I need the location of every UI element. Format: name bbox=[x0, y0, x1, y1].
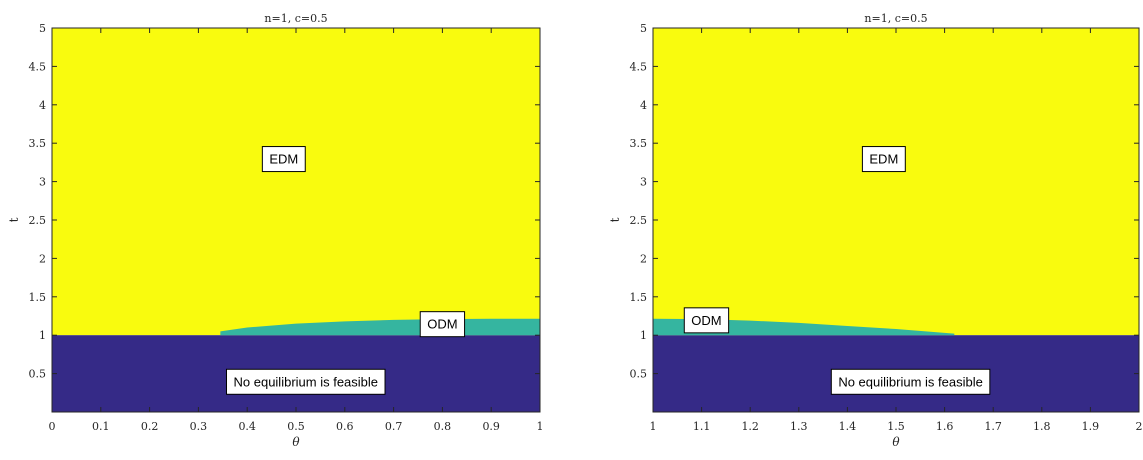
x-tick-label: 0.6 bbox=[336, 420, 354, 433]
x-tick-label: 1.4 bbox=[839, 420, 857, 433]
y-tick-label: 3.5 bbox=[630, 137, 648, 150]
annotation-odm: ODM bbox=[419, 311, 466, 338]
y-tick-label: 4.5 bbox=[630, 60, 648, 73]
x-tick-label: 0.2 bbox=[141, 420, 159, 433]
annotation-text: EDM bbox=[869, 152, 898, 167]
annotation-edm: EDM bbox=[861, 146, 906, 173]
y-tick-label: 3 bbox=[640, 176, 647, 189]
y-tick-label: 3.5 bbox=[29, 137, 47, 150]
y-tick-label: 2.5 bbox=[29, 214, 47, 227]
x-axis-label: θ bbox=[892, 435, 900, 449]
chart-panel-1: 0 0.1 0.2 0.3 0.4 0.5 0.6 0.7 0.8 0.9 1 0.5 1 1.5 2 2.5… bbox=[7, 12, 544, 449]
chart-title: n=1, c=0.5 bbox=[264, 12, 327, 25]
x-tick-label: 0.3 bbox=[190, 420, 208, 433]
x-tick-label: 1.2 bbox=[741, 420, 759, 433]
x-tick-label: 0.1 bbox=[92, 420, 110, 433]
y-tick-label: 0.5 bbox=[29, 368, 47, 381]
annotation-box bbox=[683, 307, 730, 334]
annotation-text: No equilibrium is feasible bbox=[234, 374, 379, 389]
x-tick-label: 1.1 bbox=[693, 420, 711, 433]
x-tick-label: 1.8 bbox=[1033, 420, 1051, 433]
y-tick-label: 2.5 bbox=[630, 214, 648, 227]
x-tick-label: 0.4 bbox=[238, 420, 256, 433]
x-tick-label: 1.9 bbox=[1082, 420, 1100, 433]
y-axis-label: t bbox=[608, 217, 622, 222]
y-axis-label: t bbox=[7, 217, 21, 222]
x-tick-label: 1.5 bbox=[887, 420, 905, 433]
chart-panel-2: 1 1.1 1.2 1.3 1.4 1.5 1.6 1.7 1.8 1.9 2 0.5 1 1.5 2 2.5… bbox=[608, 12, 1143, 449]
region-edm bbox=[653, 28, 1139, 336]
annotation-box bbox=[226, 368, 386, 395]
y-tick-label: 1 bbox=[39, 329, 46, 342]
x-tick-label: 1.7 bbox=[984, 420, 1002, 433]
annotation-text: No equilibrium is feasible bbox=[838, 374, 983, 389]
y-tick-label: 1 bbox=[640, 329, 647, 342]
chart-title: n=1, c=0.5 bbox=[864, 12, 927, 25]
y-tick-label: 2 bbox=[39, 252, 46, 265]
x-tick-label: 1 bbox=[537, 420, 544, 433]
annotation-odm: ODM bbox=[683, 307, 730, 334]
y-tick-label: 4 bbox=[640, 99, 647, 112]
x-tick-label: 0.9 bbox=[482, 420, 500, 433]
region-edm bbox=[52, 28, 540, 336]
y-tick-label: 1.5 bbox=[29, 291, 47, 304]
annotation-edm: EDM bbox=[261, 146, 306, 173]
annotation-box bbox=[419, 311, 466, 338]
y-tick-label: 5 bbox=[640, 22, 647, 35]
y-tick-label: 2 bbox=[640, 252, 647, 265]
y-tick-label: 4 bbox=[39, 99, 46, 112]
x-tick-label: 0.8 bbox=[434, 420, 452, 433]
x-tick-label: 0 bbox=[49, 420, 56, 433]
x-tick-label: 0.7 bbox=[385, 420, 403, 433]
annotation-no: No equilibrium is feasible bbox=[226, 368, 386, 395]
y-tick-label: 1.5 bbox=[630, 291, 648, 304]
x-tick-label: 2 bbox=[1136, 420, 1143, 433]
x-tick-label: 0.5 bbox=[287, 420, 305, 433]
annotation-no: No equilibrium is feasible bbox=[830, 368, 991, 395]
annotation-box bbox=[261, 146, 306, 173]
x-tick-label: 1.6 bbox=[936, 420, 954, 433]
x-tick-label: 1 bbox=[650, 420, 657, 433]
y-tick-label: 0.5 bbox=[630, 368, 648, 381]
x-tick-label: 1.3 bbox=[790, 420, 808, 433]
x-axis-label: θ bbox=[292, 435, 300, 449]
annotation-text: ODM bbox=[691, 313, 721, 328]
y-tick-label: 5 bbox=[39, 22, 46, 35]
annotation-box bbox=[830, 368, 991, 395]
annotation-box bbox=[861, 146, 906, 173]
annotation-text: ODM bbox=[427, 317, 457, 332]
y-tick-label: 4.5 bbox=[29, 60, 47, 73]
annotation-text: EDM bbox=[269, 152, 298, 167]
y-tick-label: 3 bbox=[39, 176, 46, 189]
